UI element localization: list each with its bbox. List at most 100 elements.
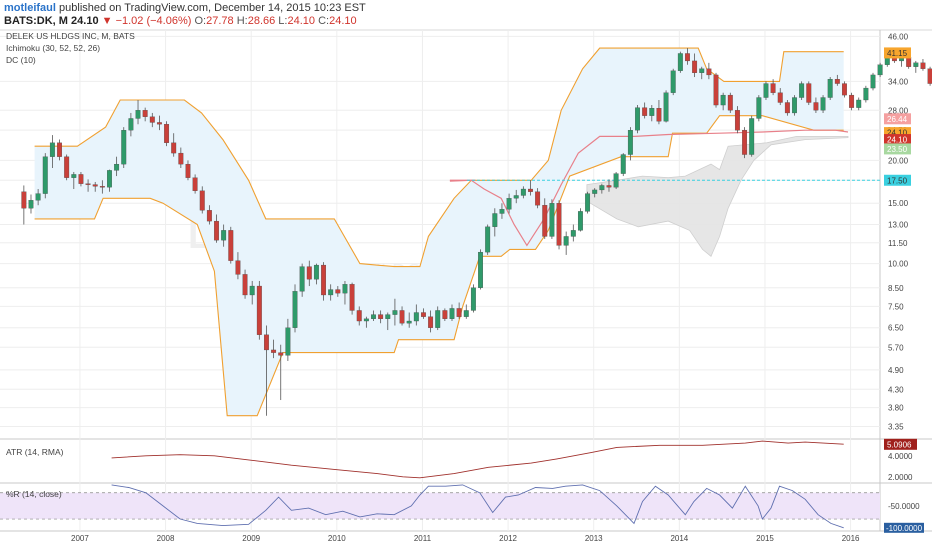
candle-body <box>428 316 434 328</box>
legend-ichimoku[interactable]: Ichimoku (30, 52, 52, 26) <box>6 43 100 53</box>
candle-body <box>171 142 177 154</box>
candle-body <box>492 213 498 227</box>
author-link[interactable]: motleifaul <box>4 2 56 14</box>
candle-body <box>906 57 912 67</box>
candle-body <box>435 310 441 328</box>
candle-body <box>485 226 491 253</box>
y-tick-label: 8.50 <box>888 284 904 293</box>
candle-body <box>128 118 134 131</box>
y-tick-label: 5.70 <box>888 343 904 352</box>
candle-body <box>185 163 191 178</box>
y-tick-label: 6.50 <box>888 324 904 333</box>
candle-body <box>478 251 483 288</box>
y-tick-label: 3.35 <box>888 422 904 431</box>
price-tag-label: 23.50 <box>887 145 908 154</box>
candle-body <box>528 188 533 192</box>
candle-body <box>321 264 327 296</box>
candle-body <box>713 74 719 106</box>
candle-body <box>449 308 455 319</box>
candle-body <box>78 174 84 184</box>
atr-tick-label: 4.0000 <box>888 452 913 461</box>
candle-body <box>470 287 476 311</box>
candle-body <box>784 102 790 114</box>
candle-body <box>299 266 305 292</box>
x-tick-label: 2013 <box>585 534 603 543</box>
candle-body <box>235 260 241 275</box>
candle-body <box>706 68 712 76</box>
y-tick-label: 34.00 <box>888 77 909 86</box>
legend-dc[interactable]: DC (10) <box>6 55 36 65</box>
candle-body <box>542 205 548 237</box>
williams-r-pane[interactable] <box>0 484 880 529</box>
candle-body <box>656 108 662 122</box>
atr-line <box>111 440 844 479</box>
candle-body <box>792 97 797 114</box>
candle-body <box>278 352 284 356</box>
candle-body <box>121 130 127 165</box>
x-tick-label: 2008 <box>157 534 175 543</box>
candle-body <box>192 177 198 191</box>
atr-pane[interactable] <box>111 440 844 479</box>
price-tag <box>884 143 911 155</box>
candle-body <box>927 68 932 84</box>
y-tick-label: 3.80 <box>888 404 904 413</box>
candle-body <box>306 266 312 280</box>
candle-body <box>734 110 740 131</box>
price-axis[interactable]: 46.0034.0028.0024.5020.0017.5015.0013.00… <box>884 32 924 533</box>
candle-body <box>349 284 355 311</box>
candle-body <box>677 53 683 71</box>
candle-body <box>92 184 98 187</box>
high-label: H: <box>236 15 248 27</box>
time-axis[interactable]: 2007 2008 2009 2010 2011 2012 2013 2014 2015 2016 <box>71 534 860 543</box>
candle-body <box>206 210 212 222</box>
candle-body <box>877 64 883 76</box>
price-tag-label: 41.15 <box>887 49 908 58</box>
candle-body <box>413 312 419 322</box>
x-tick-label: 2014 <box>670 534 688 543</box>
publish-info: published on TradingView.com, December 1… <box>59 2 366 14</box>
candle-body <box>406 320 412 324</box>
price-tag-label: 24.10 <box>887 129 908 138</box>
y-tick-label: 4.90 <box>888 366 904 375</box>
donchian-lower-line <box>34 115 844 417</box>
candle-body <box>292 291 298 328</box>
candle-body <box>635 107 640 131</box>
candle-body <box>642 107 648 116</box>
candle-body <box>178 152 184 165</box>
candle-body <box>920 62 926 69</box>
publish-line: motleifaul published on TradingView.com,… <box>4 2 366 15</box>
price-tag <box>884 47 911 59</box>
candle-body <box>421 312 426 317</box>
price-pane[interactable] <box>21 47 932 417</box>
x-tick-label: 2016 <box>842 534 860 543</box>
candle-body <box>549 203 555 237</box>
candle-body <box>813 102 819 111</box>
candle-body <box>35 193 41 201</box>
wr-pane-title[interactable]: %R (14, close) <box>6 489 62 499</box>
candle-body <box>228 230 234 261</box>
y-tick-label: 28.00 <box>888 106 909 115</box>
price-tag <box>884 134 911 146</box>
open-value: 27.78 <box>206 15 234 27</box>
candle-body <box>513 195 519 199</box>
candle-body <box>499 209 505 214</box>
candle-body <box>585 193 591 212</box>
candle-body <box>271 349 277 353</box>
candle-body <box>242 274 248 296</box>
candle-body <box>21 191 27 209</box>
candle-body <box>392 310 398 315</box>
x-tick-label: 2010 <box>328 534 346 543</box>
candle-body <box>335 289 341 294</box>
atr-pane-title[interactable]: ATR (14, RMA) <box>6 447 64 457</box>
x-tick-label: 2012 <box>499 534 517 543</box>
candle-body <box>870 74 876 89</box>
candle-body <box>99 186 105 188</box>
symbol-label: BATS:DK, M <box>4 15 68 27</box>
candle-body <box>849 94 855 108</box>
candle-body <box>107 170 112 188</box>
atr-tag <box>884 438 917 450</box>
wr-tag-label: -100.0000 <box>886 524 923 533</box>
legend-instrument[interactable]: DELEK US HLDGS INC, M, BATS <box>6 31 135 41</box>
y-tick-label: 7.50 <box>888 302 904 311</box>
